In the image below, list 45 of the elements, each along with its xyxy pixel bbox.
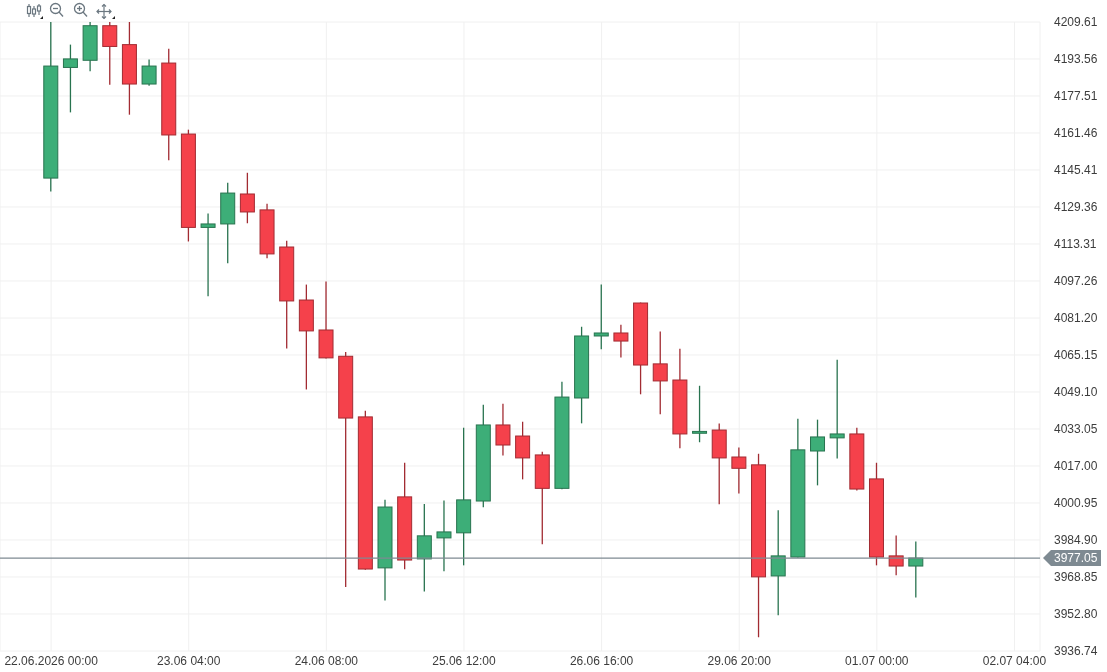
x-tick-label: 25.06 12:00 [432,654,496,668]
x-tick-label: 22.06.2026 00:00 [4,654,99,668]
y-tick-label: 3984.90 [1054,532,1098,547]
y-tick-label: 4113.31 [1054,236,1097,251]
y-tick-label: 3936.74 [1054,644,1098,658]
x-tick-label: 29.06 20:00 [707,654,772,668]
candlestick [613,324,629,359]
y-tick-label: 4161.46 [1054,125,1098,140]
candlestick [908,540,924,599]
candlestick [810,419,826,486]
y-tick-label: 4065.15 [1054,348,1098,362]
y-tick-label: 4129.36 [1054,199,1098,214]
y-tick-label: 4000.95 [1054,495,1098,510]
x-tick-label: 23.06 04:00 [157,654,221,668]
y-tick-label: 3952.80 [1054,606,1098,621]
x-tick-label: 01.07 00:00 [845,654,909,668]
candlestick [652,330,668,416]
candlestick [102,22,118,86]
candlestick [200,212,216,297]
y-tick-label: 4049.10 [1054,385,1098,399]
y-tick-label: 4145.41 [1054,162,1098,177]
candlestick [436,499,452,572]
candlestick [829,359,845,460]
candlestick [593,283,609,350]
y-tick-label: 4193.56 [1054,52,1098,66]
candlestick [692,385,708,443]
candlestick [731,446,747,495]
y-tick-label: 4097.26 [1054,273,1098,288]
candlestick [141,58,157,87]
candlestick [416,503,432,593]
y-tick-label: 4017.00 [1054,458,1098,473]
candlestick [495,403,511,457]
y-tick-label: 3968.85 [1054,569,1098,584]
y-tick-label: 4209.61 [1054,15,1098,29]
candlestick [770,509,786,617]
ref-line-label: 3977.05 [1054,551,1098,566]
y-tick-label: 4081.20 [1054,311,1098,325]
x-tick-label: 26.06 16:00 [569,654,634,668]
y-tick-label: 4177.51 [1054,88,1098,103]
candlestick [62,43,78,114]
candlestick [239,172,255,224]
y-tick-label: 4033.05 [1054,421,1098,436]
x-tick-label: 02.07 04:00 [982,654,1047,668]
candlestick [515,421,531,481]
x-tick-label: 24.06 08:00 [294,654,359,668]
